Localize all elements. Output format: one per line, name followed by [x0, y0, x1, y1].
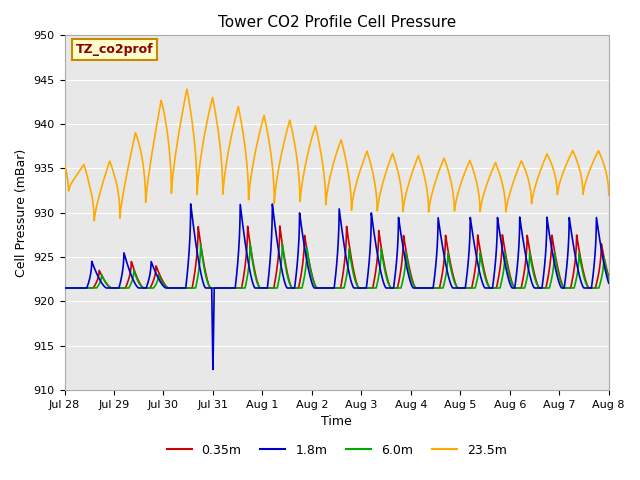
X-axis label: Time: Time [321, 415, 352, 428]
Legend: 0.35m, 1.8m, 6.0m, 23.5m: 0.35m, 1.8m, 6.0m, 23.5m [161, 439, 512, 462]
Text: TZ_co2prof: TZ_co2prof [76, 43, 153, 56]
Y-axis label: Cell Pressure (mBar): Cell Pressure (mBar) [15, 148, 28, 277]
Title: Tower CO2 Profile Cell Pressure: Tower CO2 Profile Cell Pressure [218, 15, 456, 30]
